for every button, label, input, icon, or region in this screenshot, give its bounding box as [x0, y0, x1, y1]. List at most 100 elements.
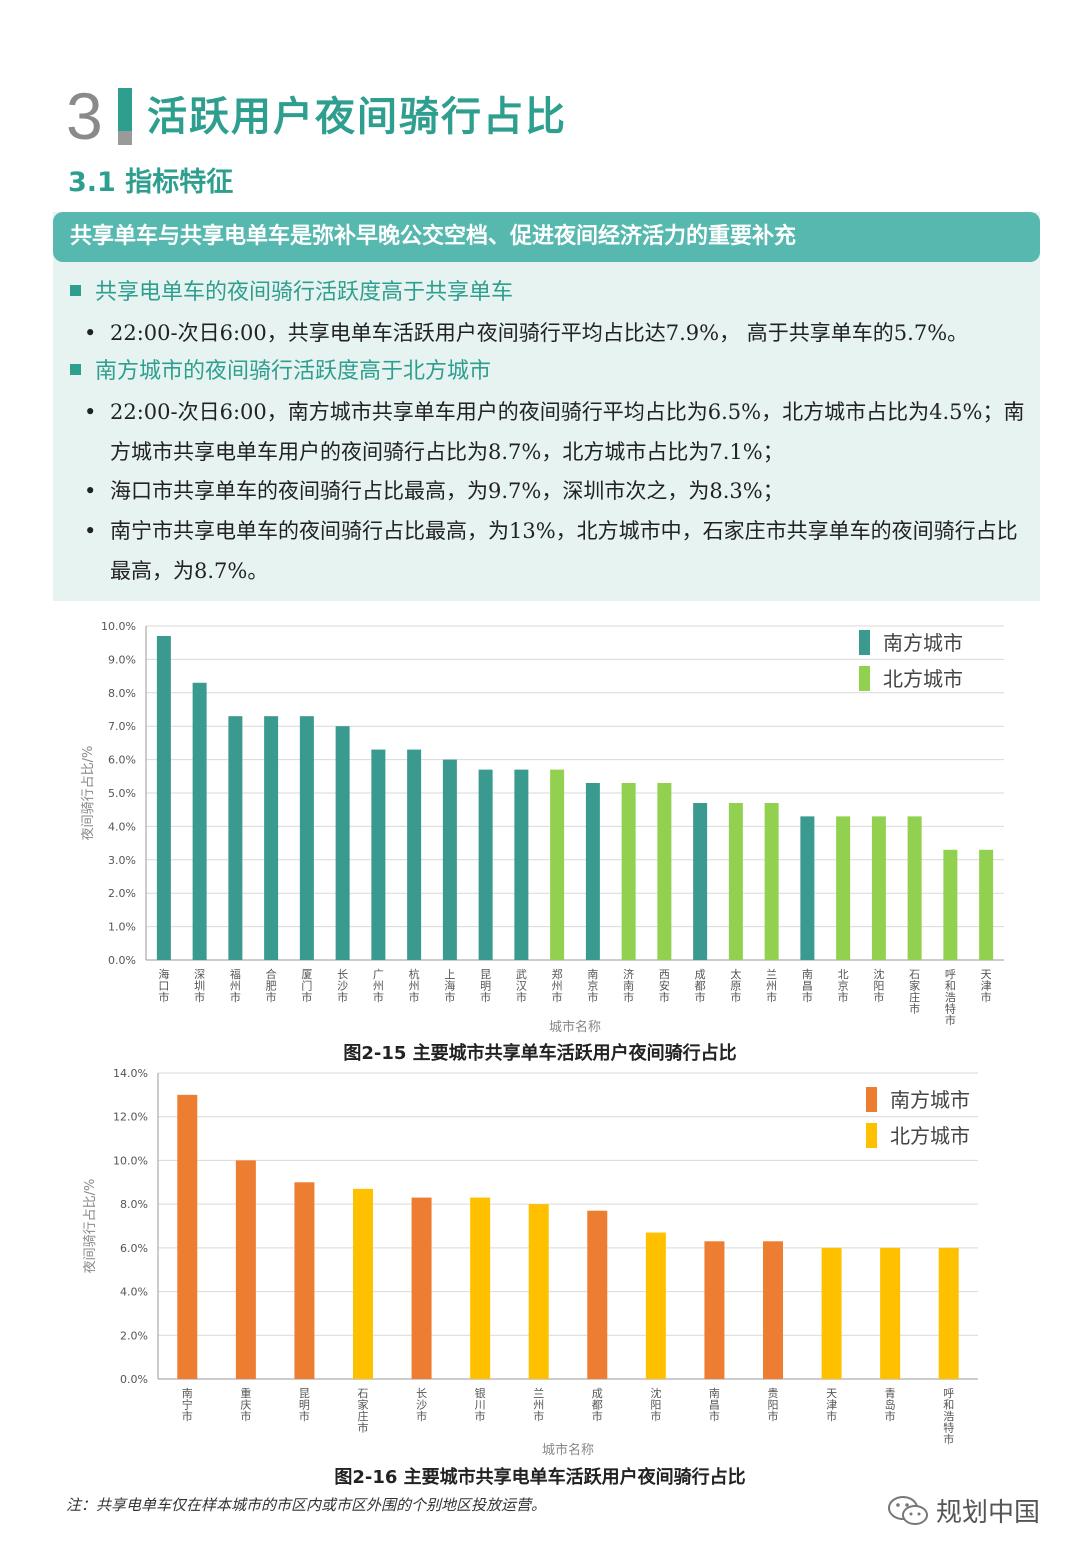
x-tick-label: 长沙市 [337, 968, 348, 1004]
x-tick-label: 昆明市 [299, 1387, 310, 1423]
legend-swatch [866, 1087, 877, 1112]
x-tick-label: 成都市 [695, 968, 706, 1004]
bar [821, 1247, 842, 1379]
x-tick-label: 南昌市 [802, 968, 813, 1004]
y-tick-label: 4.0% [108, 820, 136, 833]
bullet-item: • 海口市共享单车的夜间骑行占比最高，为9.7%，深圳市次之，为8.3%； [84, 471, 1029, 511]
section-accent-bar [118, 88, 132, 145]
x-tick-label: 青岛市 [885, 1387, 896, 1423]
section-title: 活跃用户夜间骑行占比 [147, 94, 567, 140]
bar [657, 782, 672, 960]
bar [156, 636, 171, 960]
x-tick-label: 银川市 [475, 1386, 486, 1423]
x-axis-title: 城市名称 [549, 1019, 601, 1035]
y-tick-label: 6.0% [108, 754, 136, 767]
legend-label: 南方城市 [883, 631, 963, 655]
legend-label: 北方城市 [883, 667, 963, 691]
bar [235, 1160, 256, 1379]
legend-label: 北方城市 [890, 1124, 970, 1148]
group-heading-1: 共享电单车的夜间骑行活跃度高于共享单车 [70, 278, 513, 308]
y-tick-label: 5.0% [108, 787, 136, 800]
x-tick-label: 成都市 [592, 1387, 603, 1423]
bar [550, 769, 565, 960]
x-tick-label: 呼和浩特市 [943, 1387, 954, 1446]
x-tick-label: 长沙市 [416, 1387, 427, 1423]
x-tick-label: 武汉市 [516, 968, 527, 1004]
summary-box-header-text: 共享单车与共享电单车是弥补早晚公交空档、促进夜间经济活力的重要补充 [70, 224, 797, 249]
square-bullet-icon [70, 285, 81, 296]
x-tick-label: 合肥市 [266, 967, 277, 1004]
y-tick-label: 0.0% [108, 954, 136, 967]
bar [621, 782, 636, 960]
y-tick-label: 10.0% [101, 620, 136, 633]
bullet-dot-icon: • [84, 321, 97, 345]
x-tick-label: 太原市 [730, 968, 741, 1004]
y-tick-label: 6.0% [120, 1242, 148, 1255]
bar [335, 726, 350, 960]
bar [528, 1204, 549, 1379]
y-tick-label: 12.0% [113, 1111, 148, 1124]
y-tick-label: 1.0% [108, 921, 136, 934]
bullet-item: • 22:00-次日6:00，南方城市共享单车用户的夜间骑行平均占比为6.5%，北… [84, 392, 1029, 472]
bike-night-ride-chart: 0.0% 1.0% 2.0% 3.0% 4.0% 5.0% 6.0% 7.0% 8.0% 9.0%… [81, 620, 1004, 1035]
bar [228, 716, 243, 960]
bar [294, 1182, 315, 1379]
bar [587, 1210, 608, 1379]
bar [943, 849, 958, 960]
bullet-dot-icon: • [84, 519, 97, 543]
bar [763, 1241, 783, 1379]
bullet-item: • 22:00-次日6:00，共享电单车活跃用户夜间骑行平均占比达7.9%， 高于… [84, 313, 1029, 353]
y-tick-label: 4.0% [120, 1286, 148, 1299]
y-tick-label: 2.0% [120, 1329, 148, 1342]
x-tick-label: 厦门市 [301, 968, 312, 1004]
bar [800, 816, 815, 960]
x-tick-label: 昆明市 [480, 968, 491, 1004]
x-tick-label: 贵阳市 [768, 1387, 779, 1423]
square-bullet-icon [70, 364, 81, 375]
bar [411, 1197, 432, 1379]
legend-label: 南方城市 [890, 1088, 970, 1112]
summary-box [53, 212, 1040, 601]
x-tick-label: 沈阳市 [873, 967, 884, 1004]
group-heading-2: 南方城市的夜间骑行活跃度高于北方城市 [70, 357, 491, 387]
bar [407, 749, 422, 960]
bar [836, 816, 851, 960]
x-tick-label: 深圳市 [194, 968, 205, 1004]
bar [478, 769, 493, 960]
x-tick-label: 呼和浩特市 [945, 968, 956, 1027]
x-tick-label: 杭州市 [409, 967, 420, 1004]
x-tick-label: 福州市 [230, 967, 241, 1004]
x-tick-label: 上海市 [444, 968, 455, 1004]
x-tick-label: 北京市 [838, 968, 849, 1004]
y-tick-label: 14.0% [113, 1067, 148, 1080]
bullet-item: • 南宁市共享电单车的夜间骑行占比最高，为13%，北方城市中，石家庄市共享单车的夜… [84, 511, 1029, 591]
bullet-dot-icon: • [84, 400, 97, 424]
y-tick-label: 7.0% [108, 720, 136, 733]
bar [871, 816, 886, 960]
bar [514, 769, 529, 960]
x-tick-label: 南昌市 [709, 1387, 720, 1423]
bar [264, 716, 279, 960]
legend-swatch [859, 666, 870, 691]
x-tick-label: 广州市 [373, 968, 384, 1004]
y-axis-title: 夜间骑行占比/% [83, 1179, 98, 1274]
y-tick-label: 10.0% [113, 1154, 148, 1167]
x-tick-label: 西安市 [659, 968, 670, 1004]
x-axis-title: 城市名称 [542, 1442, 594, 1458]
subsection-title: 3.1 指标特征 [68, 167, 234, 198]
bar [177, 1094, 198, 1379]
x-tick-label: 海口市 [158, 967, 169, 1004]
section-number: 3 [66, 79, 103, 153]
bar [645, 1232, 666, 1379]
figure-caption-2: 图2-16 主要城市共享电单车活跃用户夜间骑行占比 [334, 1467, 746, 1488]
y-tick-label: 9.0% [108, 653, 136, 666]
bar [192, 682, 207, 960]
legend-swatch [859, 630, 870, 655]
y-tick-label: 3.0% [108, 854, 136, 867]
y-axis-title: 夜间骑行占比/% [81, 746, 96, 841]
bar [442, 759, 457, 960]
y-tick-label: 2.0% [108, 887, 136, 900]
bar [470, 1197, 491, 1379]
bar [585, 782, 600, 960]
ebike-night-ride-chart: 0.0% 2.0% 4.0% 6.0% 8.0% 10.0% 12.0% 14.0% 南宁市 重庆… [83, 1067, 978, 1458]
